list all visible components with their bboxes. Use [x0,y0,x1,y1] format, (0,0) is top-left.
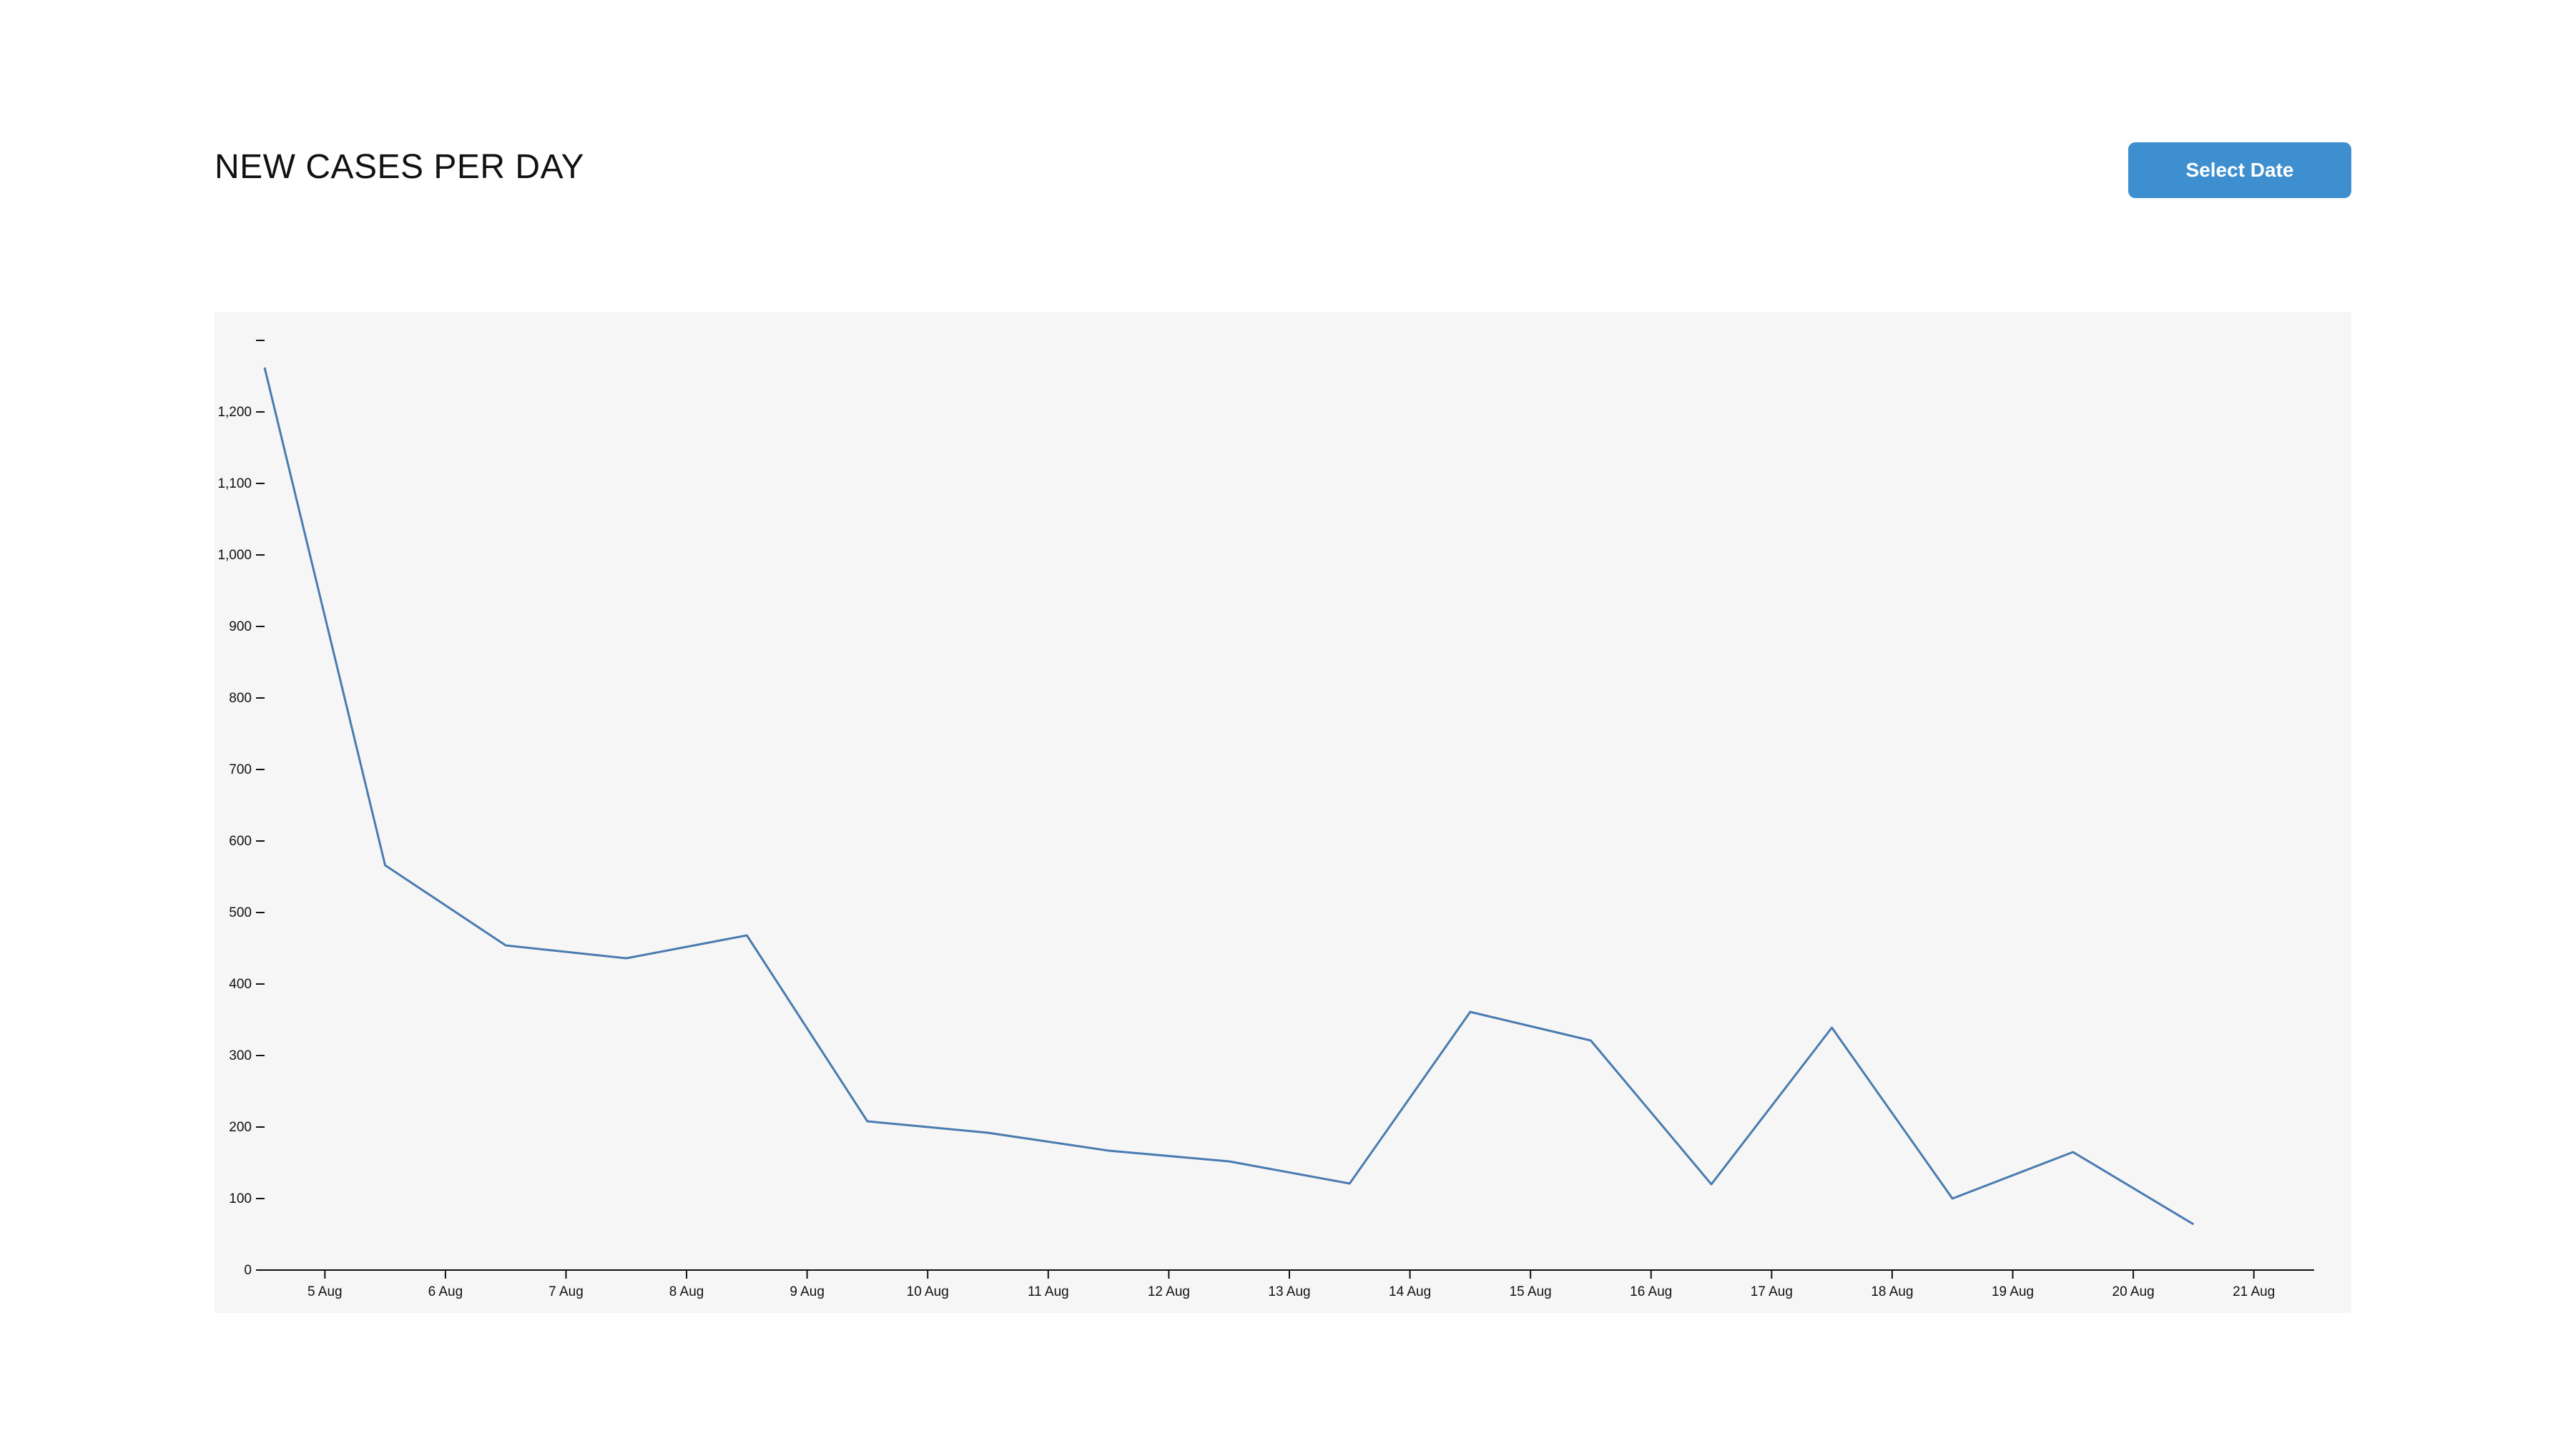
x-tick-label: 10 Aug [907,1284,949,1299]
y-tick-label: 400 [229,977,252,992]
line-chart: 0 100 200 300 400 500 600 700 800 900 1,000 1,100 1,… [217,340,2314,1299]
x-tick-label: 7 Aug [548,1284,584,1299]
x-tick-label: 15 Aug [1510,1284,1552,1299]
y-tick-label: 1,000 [217,548,252,563]
x-tick-label: 8 Aug [669,1284,704,1299]
y-axis: 0 100 200 300 400 500 600 700 800 900 1,000 1,100 1,… [217,340,265,1278]
x-tick-label: 20 Aug [2112,1284,2155,1299]
x-tick-label: 9 Aug [789,1284,825,1299]
y-tick-label: 700 [229,762,252,777]
y-tick-label: 1,100 [217,476,252,491]
page-title: NEW CASES PER DAY [215,148,585,186]
x-tick-label: 6 Aug [428,1284,463,1299]
x-tick-label: 11 Aug [1028,1284,1069,1299]
y-tick-label: 800 [229,691,252,706]
x-tick-label: 13 Aug [1268,1284,1310,1299]
y-tick-label: 600 [229,834,252,849]
x-axis: 5 Aug 6 Aug 7 Aug 8 Aug 9 Aug 10 Aug 11 Aug 12 … [265,1269,2314,1299]
x-tick-label: 21 Aug [2233,1284,2275,1299]
x-tick-label: 16 Aug [1630,1284,1672,1299]
series-layer [263,367,2195,1226]
chart-panel: 0 100 200 300 400 500 600 700 800 900 1,000 1,100 1,… [215,312,2351,1313]
y-tick-label: 900 [229,619,252,634]
y-tick-label: 300 [229,1048,252,1063]
x-tick-label: 5 Aug [308,1284,343,1299]
x-tick-label: 19 Aug [1992,1284,2034,1299]
x-tick-label: 14 Aug [1389,1284,1431,1299]
y-tick-label: 0 [244,1263,252,1278]
y-tick-label: 500 [229,905,252,920]
x-tick-label: 12 Aug [1148,1284,1190,1299]
series-line [263,367,2195,1226]
x-tick-label: 18 Aug [1871,1284,1913,1299]
y-tick-label: 200 [229,1120,252,1135]
y-tick-label: 1,200 [217,405,252,420]
select-date-button[interactable]: Select Date [2128,142,2351,198]
x-tick-label: 17 Aug [1751,1284,1793,1299]
y-tick-label: 100 [229,1191,252,1206]
